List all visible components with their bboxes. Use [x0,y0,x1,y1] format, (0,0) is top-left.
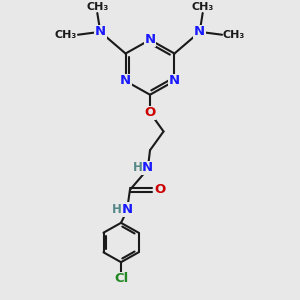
Text: N: N [120,74,131,88]
Text: N: N [142,161,153,174]
Text: O: O [144,106,156,119]
Text: CH₃: CH₃ [55,30,77,40]
Text: N: N [144,33,156,46]
Text: N: N [169,74,180,88]
Text: H: H [132,161,142,174]
Text: CH₃: CH₃ [192,2,214,12]
Text: H: H [112,203,122,216]
Text: N: N [95,25,106,38]
Text: CH₃: CH₃ [86,2,108,12]
Text: Cl: Cl [114,272,128,285]
Text: CH₃: CH₃ [223,30,245,40]
Text: N: N [122,203,133,216]
Text: O: O [154,183,165,196]
Text: N: N [194,25,205,38]
